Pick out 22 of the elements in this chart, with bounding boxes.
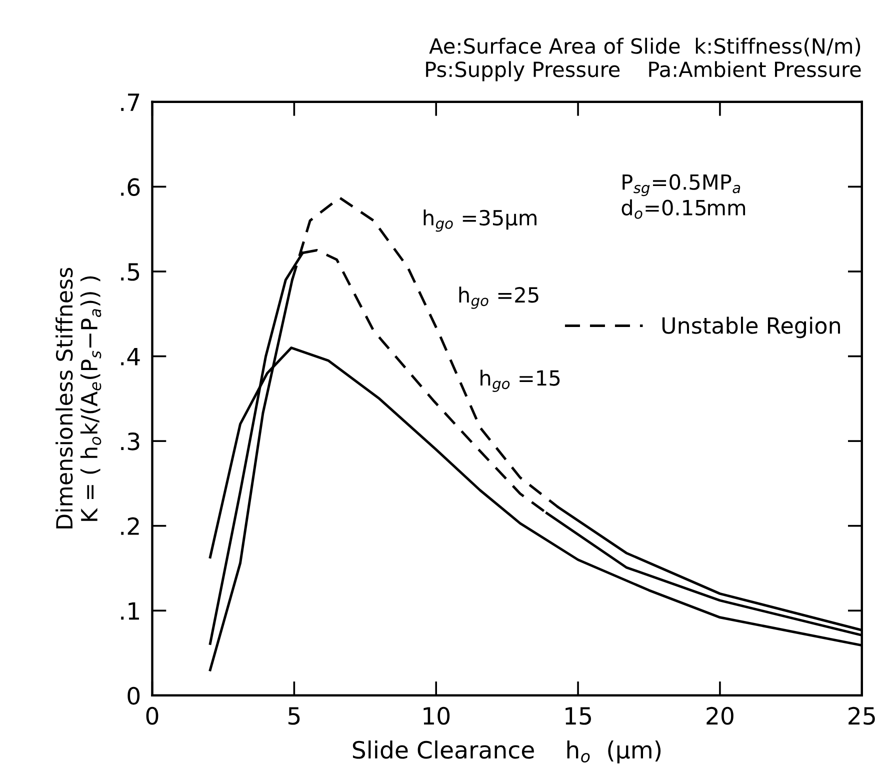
x-tick-label: 10 xyxy=(424,706,450,725)
y-tick-label: .2 xyxy=(121,517,139,535)
y-tick-label: .7 xyxy=(121,94,140,111)
y-tick-label: .3 xyxy=(121,432,140,450)
text: P$_{sg}$=0.5MP$_{a}$ d$_{o}$=0.15mm xyxy=(622,174,746,219)
text: Dimensionless Stiffness K = ( h$_{o}$k/(A$_{e}$(P$_{s}$−P$_{a}$)) ) xyxy=(56,268,102,528)
annotation: h$_{go}$ =15 xyxy=(480,370,560,392)
y-tick-label: 0 xyxy=(128,686,140,705)
y-tick-label: .1 xyxy=(121,602,139,620)
legend-label: Unstable Region xyxy=(662,316,840,338)
x-axis-title: Slide Clearance h$_{o}$ (μm) xyxy=(352,740,661,764)
y-tick-label: .6 xyxy=(121,178,140,196)
x-tick-label: 5 xyxy=(288,707,300,725)
y-tick-label: .4 xyxy=(121,348,140,366)
x-tick-label: 20 xyxy=(706,706,734,725)
annotation: h$_{go}$ =35μm xyxy=(424,209,536,232)
annotation: h$_{go}$ =25 xyxy=(459,286,538,309)
x-tick-label: 15 xyxy=(566,707,591,725)
x-tick-label: 25 xyxy=(848,706,875,725)
y-tick-label: .5 xyxy=(121,263,140,281)
x-tick-label: 0 xyxy=(146,706,158,725)
chart-title: Ae:Surface Area of Slide k:Stiffness(N/m) Ps:Supply Pressure Pa:Ambient Pressure xyxy=(426,38,861,82)
